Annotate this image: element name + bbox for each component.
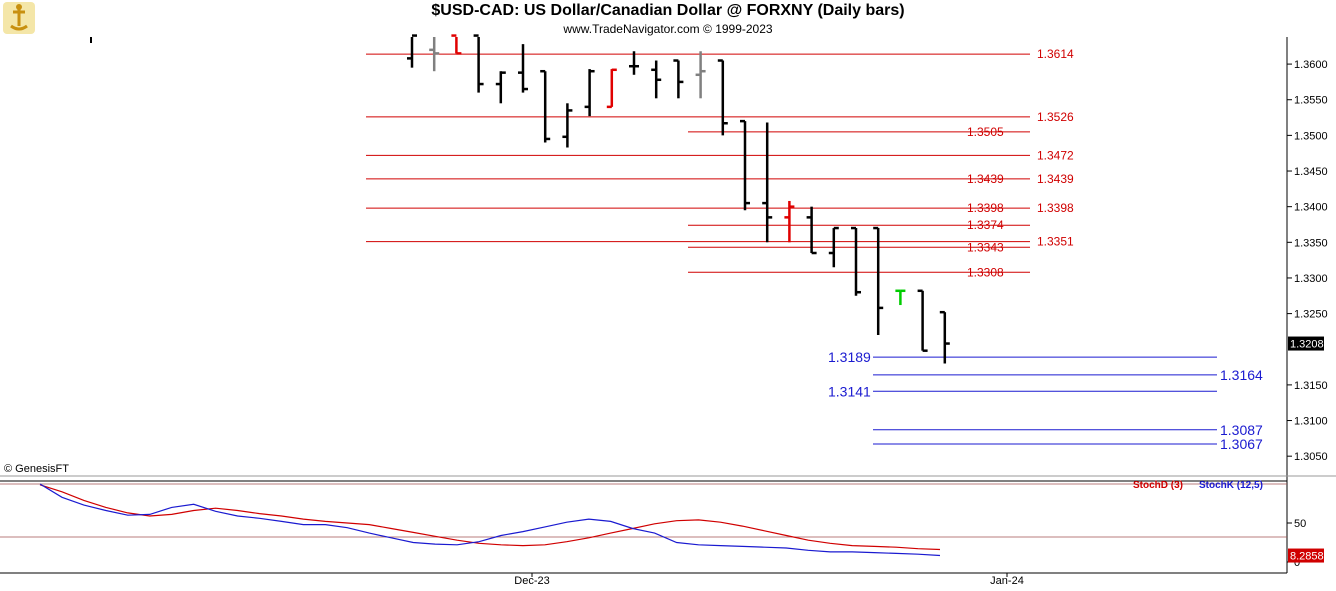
price-bar xyxy=(606,68,617,109)
resistance-label: 1.3351 xyxy=(1037,235,1074,249)
legend-stoch-d: StochD (3) xyxy=(1133,480,1183,491)
support-label: 1.3189 xyxy=(828,349,871,365)
price-bar xyxy=(717,59,728,136)
resistance-label: 1.3614 xyxy=(1037,47,1074,61)
price-bar xyxy=(673,59,684,99)
price-bars xyxy=(90,34,950,364)
price-y-tick-label: 1.3500 xyxy=(1294,130,1328,142)
support-label: 1.3164 xyxy=(1220,367,1263,383)
last-price-box xyxy=(1288,336,1324,351)
stoch-y-tick-label: 50 xyxy=(1294,518,1306,530)
stoch-d-line xyxy=(39,484,941,551)
price-bar xyxy=(518,44,528,93)
price-y-tick-label: 1.3450 xyxy=(1294,166,1328,178)
price-bar xyxy=(584,69,595,117)
support-label: 1.3087 xyxy=(1220,422,1263,438)
price-y-tick-label: 1.3250 xyxy=(1294,309,1328,321)
price-bar xyxy=(939,310,950,364)
price-bar xyxy=(473,34,484,93)
price-bar xyxy=(629,51,639,75)
x-tick-label: Jan-24 xyxy=(990,575,1024,587)
price-y-tick-label: 1.3150 xyxy=(1294,380,1328,392)
price-bar xyxy=(429,37,440,72)
support-label: 1.3067 xyxy=(1220,436,1263,452)
resistance-label: 1.3308 xyxy=(967,265,1004,279)
price-bar xyxy=(828,226,839,268)
price-bar xyxy=(806,206,817,255)
y-axis: 1.3600 1.3550 1.3500 1.3450 1.3400 1.3350 1.33… xyxy=(514,59,1327,587)
price-bar xyxy=(740,119,750,211)
price-y-tick-label: 1.3400 xyxy=(1294,202,1328,214)
price-bar xyxy=(407,34,417,68)
support-label: 1.3141 xyxy=(828,383,871,399)
price-bar xyxy=(540,69,551,143)
resistance-label: 1.3526 xyxy=(1037,110,1074,124)
resistance-label: 1.3398 xyxy=(1037,201,1074,215)
price-bar xyxy=(895,289,906,306)
stoch-last-label: 8.2858 xyxy=(1290,551,1324,563)
copyright-text: © GenesisFT xyxy=(4,463,69,475)
price-y-tick-label: 1.3100 xyxy=(1294,416,1328,428)
price-bar xyxy=(784,200,795,243)
resistance-label: 1.3343 xyxy=(967,240,1004,254)
price-y-tick-label: 1.3300 xyxy=(1294,273,1328,285)
price-y-tick-label: 1.3600 xyxy=(1294,59,1328,71)
resistance-label: 1.3439 xyxy=(1037,172,1074,186)
price-bar xyxy=(451,34,462,55)
resistance-label: 1.3505 xyxy=(967,125,1004,139)
trade-navigator-logo xyxy=(3,2,35,34)
stoch-k-line xyxy=(39,483,941,557)
resistance-label: 1.3472 xyxy=(1037,148,1074,162)
price-bar xyxy=(651,60,662,99)
price-bar xyxy=(917,289,928,352)
last-price-label: 1.3208 xyxy=(1290,339,1324,351)
price-bar xyxy=(762,122,773,243)
stoch-last-box xyxy=(1288,548,1324,563)
legend-stoch-k: StochK (12,5) xyxy=(1199,480,1263,491)
price-bar xyxy=(695,51,706,99)
resistance-label: 1.3398 xyxy=(967,201,1004,215)
resistance-label: 1.3374 xyxy=(967,218,1004,232)
price-levels: 1.3614 1.3526 1.3505 1.3472 1.3439 1.3439 1.33… xyxy=(366,47,1263,452)
resistance-label: 1.3439 xyxy=(967,172,1004,186)
chart-subtitle: www.TradeNavigator.com © 1999-2023 xyxy=(563,22,773,36)
x-tick-label: Dec-23 xyxy=(514,575,549,587)
plot-frame: © GenesisFT xyxy=(0,37,1336,574)
price-bar xyxy=(562,103,573,148)
price-y-tick-label: 1.3050 xyxy=(1294,451,1328,463)
stoch-y-tick-label: 0 xyxy=(1294,557,1300,569)
chart-title: $USD-CAD: US Dollar/Canadian Dollar @ FO… xyxy=(431,2,905,19)
price-bar xyxy=(851,226,861,296)
price-bar xyxy=(873,226,884,335)
price-bar xyxy=(495,71,506,104)
price-y-tick-label: 1.3350 xyxy=(1294,237,1328,249)
stochastic-panel: StochD (3) StochK (12,5) xyxy=(39,480,1263,557)
price-y-tick-label: 1.3550 xyxy=(1294,95,1328,107)
